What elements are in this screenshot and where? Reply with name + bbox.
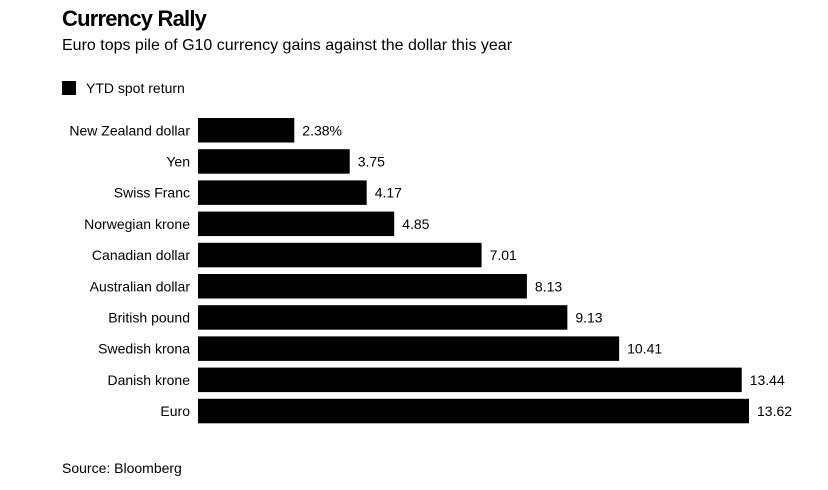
bar — [198, 211, 395, 237]
bar — [198, 242, 482, 268]
data-label: 4.85 — [402, 216, 429, 232]
chart-title: Currency Rally — [62, 6, 207, 31]
bar — [198, 336, 620, 361]
bar — [198, 305, 568, 330]
bar — [198, 180, 367, 205]
chart-subtitle: Euro tops pile of G10 currency gains aga… — [62, 37, 513, 54]
category-label: Norwegian krone — [84, 216, 190, 232]
data-label: 10.41 — [627, 341, 662, 357]
bar — [198, 274, 527, 299]
data-label: 13.62 — [757, 403, 792, 419]
category-label: Yen — [166, 153, 190, 169]
data-label: 9.13 — [575, 309, 602, 325]
category-label: Swiss Franc — [114, 185, 190, 201]
category-label: Danish krone — [108, 372, 191, 388]
bar — [198, 118, 295, 143]
category-label: Euro — [160, 403, 190, 419]
data-label: 4.17 — [375, 185, 402, 201]
data-label: 7.01 — [490, 247, 517, 263]
source-note: Source: Bloomberg — [62, 460, 182, 476]
data-label: 8.13 — [535, 278, 562, 294]
category-label: Swedish krona — [98, 341, 190, 357]
data-label: 2.38% — [302, 122, 342, 138]
bar — [198, 149, 350, 174]
data-label: 13.44 — [750, 372, 785, 388]
category-label: Canadian dollar — [92, 247, 190, 263]
category-label: Australian dollar — [90, 278, 191, 294]
bar — [198, 398, 749, 424]
legend-swatch — [62, 81, 76, 95]
legend-label: YTD spot return — [86, 80, 185, 96]
bar — [198, 367, 742, 393]
data-label: 3.75 — [358, 153, 385, 169]
category-label: New Zealand dollar — [69, 122, 190, 138]
category-label: British pound — [108, 309, 190, 325]
legend: YTD spot return — [62, 79, 185, 97]
